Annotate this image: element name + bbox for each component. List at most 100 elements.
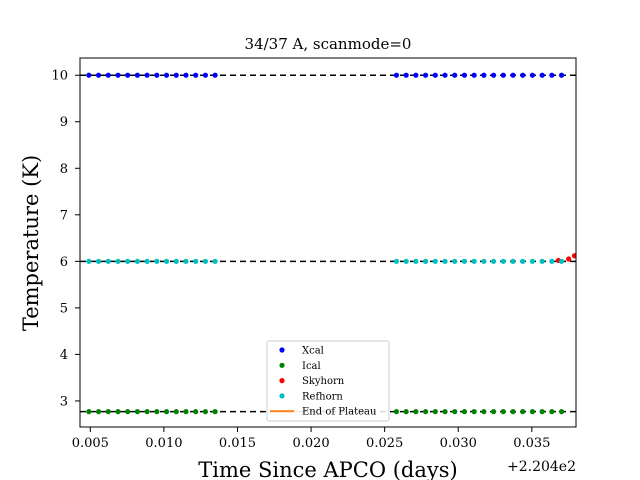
refhorn-point-23: [481, 258, 487, 264]
legend-label-skyhorn: Skyhorn: [302, 376, 345, 387]
refhorn-point-11: [193, 258, 199, 264]
ical-point-20: [452, 409, 458, 415]
refhorn-point-0: [86, 258, 92, 264]
refhorn-point-13: [212, 258, 218, 264]
axes-frame: [79, 57, 577, 428]
plot-layer: [80, 72, 576, 415]
legend-label-end-of-plateau: End of Plateau: [302, 407, 377, 418]
x-axis-label: Time Since APCO (days): [198, 458, 457, 480]
refhorn-point-17: [422, 258, 429, 264]
xcal-point-21: [461, 72, 468, 78]
ical-point-26: [510, 409, 516, 415]
x-tick-label-4: 0.025: [366, 436, 403, 451]
legend-marker-ical: [279, 362, 285, 368]
legend: Xcal Ical Skyhorn Refhorn End of Plateau: [266, 340, 390, 422]
y-tick-label-1: 4: [60, 348, 68, 363]
ical-point-11: [193, 409, 199, 415]
xcal-point-24: [490, 72, 497, 78]
refhorn-point-28: [529, 258, 536, 264]
refhorn-point-26: [510, 258, 516, 264]
legend-marker-xcal: [279, 347, 285, 353]
xcal-point-22: [471, 72, 477, 78]
x-tick-label-3: 0.020: [292, 436, 329, 451]
xcal-point-29: [539, 72, 545, 78]
ical-point-16: [413, 409, 419, 415]
xcal-point-17: [422, 72, 429, 78]
xcal-point-25: [500, 72, 506, 78]
refhorn-point-1: [95, 258, 102, 264]
refhorn-point-30: [549, 258, 555, 264]
y-tick-label-0: 3: [60, 394, 68, 409]
y-axis-label: Temperature (K): [19, 155, 43, 331]
refhorn-point-10: [183, 258, 189, 264]
ical-point-7: [154, 409, 160, 415]
refhorn-point-5: [134, 258, 141, 264]
ical-point-3: [115, 409, 121, 415]
ical-point-13: [212, 409, 218, 415]
x-tick-label-6: 0.035: [513, 436, 550, 451]
xcal-point-26: [510, 72, 516, 78]
refhorn-point-25: [500, 258, 506, 264]
ical-point-9: [173, 409, 179, 415]
plot-area: [80, 72, 576, 415]
chart-title: 34/37 A, scanmode=0: [245, 35, 412, 53]
xcal-point-11: [193, 72, 199, 78]
ical-point-5: [134, 409, 141, 415]
x-tick-label-5: 0.030: [440, 436, 477, 451]
refhorn-point-22: [471, 258, 477, 264]
legend-label-xcal: Xcal: [302, 346, 324, 357]
refhorn-point-9: [173, 258, 179, 264]
xcal-point-28: [529, 72, 536, 78]
xcal-point-3: [115, 72, 121, 78]
ical-point-10: [183, 409, 189, 415]
xcal-point-14: [393, 72, 400, 78]
y-tick-label-3: 6: [60, 255, 68, 270]
ical-point-17: [422, 409, 429, 415]
ical-point-31: [558, 409, 565, 415]
refhorn-point-31: [558, 258, 565, 264]
ical-point-29: [539, 409, 545, 415]
ical-point-19: [442, 409, 448, 415]
ical-point-25: [500, 409, 506, 415]
xcal-point-5: [134, 72, 141, 78]
xcal-point-2: [105, 72, 111, 78]
refhorn-point-27: [520, 258, 526, 264]
refhorn-point-12: [202, 258, 208, 264]
refhorn-point-14: [393, 258, 400, 264]
xcal-point-1: [95, 72, 102, 78]
ical-point-2: [105, 409, 111, 415]
xcal-point-16: [413, 72, 419, 78]
xcal-point-9: [173, 72, 179, 78]
refhorn-point-2: [105, 258, 111, 264]
xcal-point-15: [403, 72, 409, 78]
legend-marker-skyhorn: [279, 378, 285, 384]
skyhorn-point-1: [566, 256, 572, 262]
xcal-point-13: [212, 72, 218, 78]
ical-point-6: [144, 409, 150, 415]
ical-point-0: [86, 409, 92, 415]
refhorn-point-29: [539, 258, 545, 264]
xcal-point-18: [432, 72, 438, 78]
y-tick-label-2: 5: [60, 301, 68, 316]
ical-point-28: [529, 409, 536, 415]
refhorn-point-19: [442, 258, 448, 264]
ical-point-12: [202, 409, 208, 415]
refhorn-point-18: [432, 258, 438, 264]
refhorn-point-16: [413, 258, 419, 264]
ical-point-24: [490, 409, 497, 415]
y-tick-label-5: 8: [60, 162, 68, 177]
refhorn-point-6: [144, 258, 150, 264]
refhorn-point-7: [154, 258, 160, 264]
xcal-point-19: [442, 72, 448, 78]
xcal-point-30: [549, 72, 555, 78]
legend-marker-refhorn: [279, 393, 285, 399]
refhorn-point-20: [452, 258, 458, 264]
xcal-point-20: [452, 72, 458, 78]
axes-layer: 0.005 0.010 0.015 0.020 0.025 0.030 0.035 3 4 5 6 7…: [51, 57, 577, 451]
ical-point-1: [95, 409, 102, 415]
xcal-point-0: [86, 72, 92, 78]
ical-point-18: [432, 409, 438, 415]
xcal-point-31: [558, 72, 565, 78]
refhorn-point-8: [163, 258, 170, 264]
